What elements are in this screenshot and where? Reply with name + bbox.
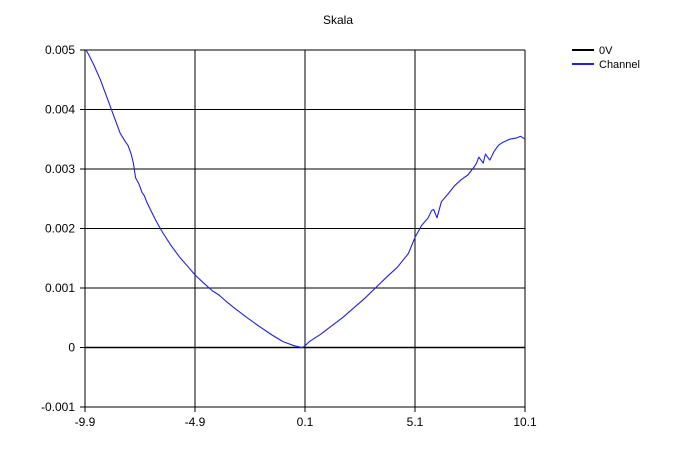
- x-tick-label-3: 5.1: [407, 415, 424, 429]
- y-tick-label-1: 0: [68, 341, 75, 355]
- y-tick-label-3: 0.002: [45, 222, 75, 236]
- y-tick-label-6: 0.005: [45, 43, 75, 57]
- series: [85, 49, 526, 349]
- axes: -0.001 0 0.001 0.002 0.003 0.004 0.005 -9.9 -4.9…: [41, 43, 537, 429]
- legend-label-0: 0V: [599, 45, 613, 57]
- x-tick-label-4: 10.1: [513, 415, 537, 429]
- x-tick-label-2: 0.1: [297, 415, 314, 429]
- y-tick-label-5: 0.004: [45, 103, 75, 117]
- x-tick-label-1: -4.9: [185, 415, 206, 429]
- grid: [84, 49, 526, 408]
- y-tick-label-0: -0.001: [41, 400, 75, 414]
- legend: 0V Channel: [572, 45, 640, 71]
- y-tick-label-4: 0.003: [45, 162, 75, 176]
- series-line-channel: [85, 49, 526, 349]
- chart-title: Skala: [323, 13, 353, 27]
- x-tick-label-0: -9.9: [75, 415, 96, 429]
- y-tick-label-2: 0.001: [45, 281, 75, 295]
- legend-label-1: Channel: [599, 59, 640, 71]
